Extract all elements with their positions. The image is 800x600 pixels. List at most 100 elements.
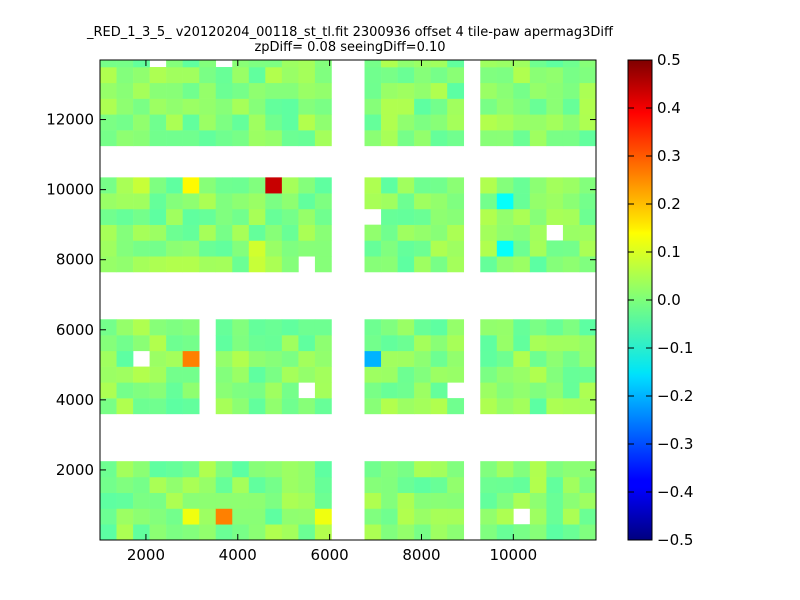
heatmap-cell	[166, 382, 183, 399]
heatmap-cell	[447, 256, 465, 273]
heatmap-cell	[199, 256, 217, 273]
heatmap-cell	[166, 208, 183, 225]
heatmap-cell	[314, 350, 332, 367]
heatmap-cell	[314, 98, 332, 115]
heatmap-cell	[414, 524, 431, 541]
heatmap-cell	[298, 476, 316, 493]
heatmap-cell	[496, 508, 514, 525]
heatmap-cell	[529, 208, 547, 225]
heatmap-cell	[397, 82, 415, 99]
heatmap-cell	[281, 67, 299, 84]
heatmap-cell	[265, 82, 283, 99]
heatmap-cell	[166, 319, 183, 336]
heatmap-cell	[298, 98, 316, 115]
heatmap-cell	[546, 524, 564, 541]
heatmap-cell	[496, 350, 514, 367]
heatmap-cell	[100, 335, 117, 352]
heatmap-cell	[314, 476, 332, 493]
heatmap-cell	[562, 350, 580, 367]
heatmap-cell	[381, 67, 398, 84]
heatmap-cell	[265, 508, 283, 525]
heatmap-cell	[513, 319, 531, 336]
heatmap-cell	[397, 335, 415, 352]
heatmap-cell	[496, 398, 514, 415]
heatmap-cell	[529, 461, 547, 478]
heatmap-cell	[166, 60, 183, 68]
heatmap-cell	[562, 208, 580, 225]
heatmap-cell	[562, 98, 580, 115]
heatmap-cell	[100, 382, 117, 399]
heatmap-cell	[529, 177, 547, 194]
heatmap-cell	[149, 350, 167, 367]
heatmap-cell	[100, 67, 117, 84]
heatmap-cell	[133, 114, 150, 131]
heatmap-cell	[496, 492, 514, 509]
heatmap-cell	[215, 82, 233, 99]
colorbar-tick-label: 0.3	[657, 147, 681, 165]
colorbar-tick-label: 0.2	[657, 195, 681, 213]
heatmap-cell	[496, 366, 514, 383]
heatmap-cell	[265, 461, 283, 478]
heatmap-cell	[248, 524, 266, 541]
heatmap-cell	[529, 98, 547, 115]
heatmap-cell	[298, 82, 316, 99]
heatmap-cell	[546, 240, 564, 257]
heatmap-cell	[199, 524, 217, 541]
heatmap-cell	[100, 82, 117, 99]
heatmap-cell	[529, 82, 547, 99]
heatmap-cell	[166, 461, 183, 478]
heatmap-cell	[281, 130, 299, 147]
plot-frame	[99, 59, 597, 541]
heatmap-cell	[364, 193, 382, 210]
heatmap-cell	[430, 130, 448, 147]
heatmap-cell	[513, 130, 531, 147]
heatmap-cell	[248, 350, 266, 367]
heatmap-cell	[381, 335, 398, 352]
heatmap-cell	[298, 524, 316, 541]
heatmap-cell	[149, 335, 167, 352]
heatmap-cell	[182, 224, 200, 241]
heatmap-cell	[182, 177, 200, 194]
heatmap-cell	[513, 224, 531, 241]
heatmap-cell	[364, 82, 382, 99]
heatmap-cell	[314, 208, 332, 225]
heatmap-cell	[182, 524, 200, 541]
heatmap-cell	[447, 208, 465, 225]
heatmap-cell	[381, 461, 398, 478]
heatmap-cell	[480, 98, 498, 115]
heatmap-cell	[562, 398, 580, 415]
heatmap-cell	[199, 193, 217, 210]
heatmap-cell	[100, 524, 117, 541]
heatmap-cell	[298, 492, 316, 509]
heatmap-cell	[364, 60, 382, 68]
heatmap-cell	[281, 177, 299, 194]
heatmap-cell	[116, 461, 134, 478]
heatmap-cell	[381, 60, 398, 68]
heatmap-cell	[182, 492, 200, 509]
heatmap-cell	[364, 508, 382, 525]
heatmap-cell	[562, 256, 580, 273]
heatmap-cell	[562, 508, 580, 525]
heatmap-cell	[166, 98, 183, 115]
heatmap-cell	[397, 208, 415, 225]
heatmap-cell	[166, 224, 183, 241]
heatmap-cell	[265, 208, 283, 225]
heatmap-cell	[166, 398, 183, 415]
heatmap-cell	[414, 492, 431, 509]
heatmap-cell	[579, 350, 597, 367]
heatmap-cell	[232, 476, 250, 493]
heatmap-cell	[265, 240, 283, 257]
heatmap-cell	[298, 60, 316, 68]
heatmap-cell	[562, 524, 580, 541]
heatmap-cell	[364, 398, 382, 415]
heatmap-cell	[562, 60, 580, 68]
heatmap-cell	[397, 508, 415, 525]
heatmap-cell	[149, 382, 167, 399]
heatmap-cell	[480, 350, 498, 367]
heatmap-cell	[248, 114, 266, 131]
heatmap-cell	[513, 60, 531, 68]
heatmap-cell	[430, 114, 448, 131]
heatmap-cell	[133, 319, 150, 336]
heatmap-cell	[116, 398, 134, 415]
heatmap-cell	[248, 240, 266, 257]
